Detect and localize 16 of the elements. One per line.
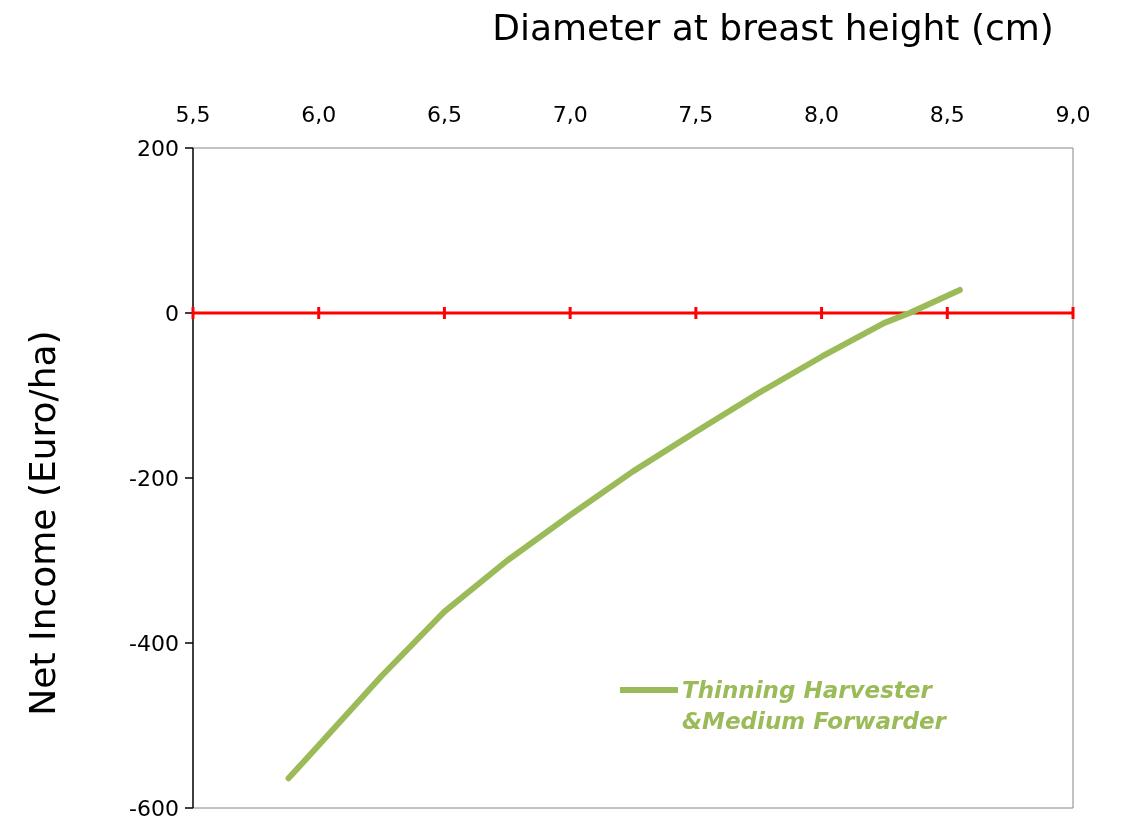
x-tick-label: 7,0 — [552, 102, 588, 127]
legend-label: Thinning Harvester &Medium Forwarder — [682, 677, 948, 735]
x-axis-title: Diameter at breast height (cm) — [492, 7, 1054, 48]
x-tick-label: 8,5 — [929, 102, 965, 127]
x-tick-label: 6,5 — [426, 102, 462, 127]
y-tick-label: -400 — [129, 630, 179, 656]
x-tick-label: 7,5 — [678, 102, 714, 127]
x-tick-label: 6,0 — [301, 102, 337, 127]
y-tick-label: -600 — [129, 795, 179, 821]
x-tick-label: 8,0 — [804, 102, 840, 127]
y-axis-title: Net Income (Euro/ha) — [22, 330, 63, 716]
y-tick-label: -200 — [129, 465, 179, 491]
y-tick-label: 0 — [165, 300, 179, 326]
y-tick-label: 200 — [137, 135, 179, 161]
x-tick-label: 5,5 — [175, 102, 211, 127]
x-tick-label: 9,0 — [1055, 102, 1091, 127]
